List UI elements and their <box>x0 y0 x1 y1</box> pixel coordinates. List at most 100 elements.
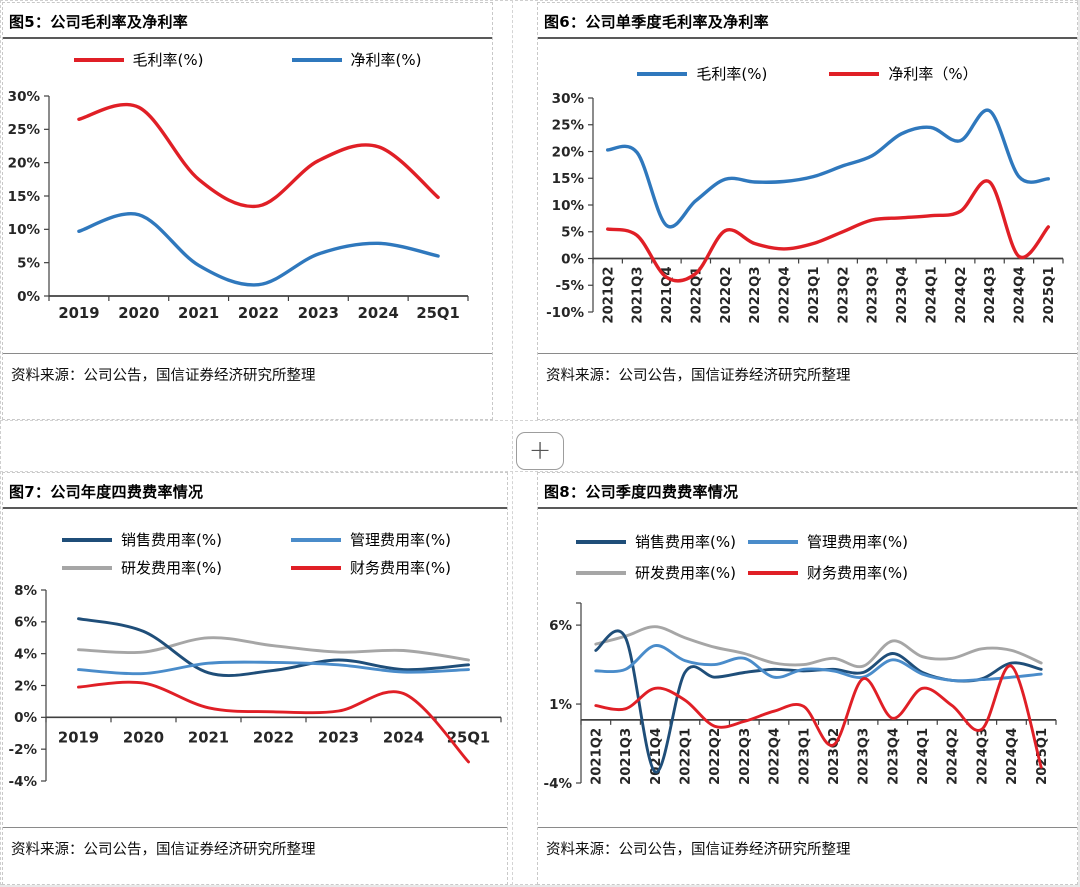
legend-label: 净利率(%) <box>350 51 422 69</box>
legend-label: 研发费用率(%) <box>121 559 222 577</box>
svg-text:2021Q4: 2021Q4 <box>649 728 664 785</box>
source-note: 资料来源：公司公告，国信证券经济研究所整理 <box>538 353 1077 385</box>
legend-label: 管理费用率(%) <box>807 533 908 551</box>
series-财务费用率(%) <box>594 664 1043 769</box>
svg-text:0%: 0% <box>14 710 37 726</box>
legend-item: 研发费用率(%) <box>576 562 748 583</box>
legend-line-swatch <box>62 565 112 570</box>
source-note: 资料来源：公司公告，国信证券经济研究所整理 <box>3 353 492 385</box>
title-rule <box>3 507 507 509</box>
legend-item: 管理费用率(%) <box>291 529 451 550</box>
svg-text:6%: 6% <box>14 615 37 631</box>
svg-text:2023Q4: 2023Q4 <box>886 728 901 785</box>
series-销售费用率(%) <box>77 617 470 677</box>
svg-text:2023: 2023 <box>298 305 339 322</box>
chart-legend: 销售费用率(%) 管理费用率(%) 研发费用率(%) 财务费用率(%) <box>576 531 908 583</box>
svg-text:2025Q1: 2025Q1 <box>1042 267 1057 324</box>
legend-item: 研发费用率(%) <box>62 557 291 578</box>
svg-text:6%: 6% <box>549 618 572 634</box>
svg-text:5%: 5% <box>17 255 40 271</box>
legend-item: 毛利率(%) <box>637 63 767 84</box>
legend-item: 管理费用率(%) <box>748 531 908 552</box>
source-note: 资料来源：公司公告，国信证券经济研究所整理 <box>538 827 1077 859</box>
svg-text:2021: 2021 <box>178 305 219 322</box>
chart-legend: 销售费用率(%) 管理费用率(%) 研发费用率(%) 财务费用率(%) <box>62 529 451 578</box>
svg-text:-10%: -10% <box>546 305 584 321</box>
legend-line-swatch <box>748 539 798 544</box>
legend-label: 毛利率(%) <box>132 51 204 69</box>
legend-line-swatch <box>291 57 342 62</box>
svg-text:2022Q2: 2022Q2 <box>719 267 734 324</box>
legend-line-swatch <box>829 71 880 76</box>
panel-title: 图8：公司季度四费费率情况 <box>544 483 739 501</box>
legend-line-swatch <box>748 570 798 575</box>
svg-text:2022: 2022 <box>253 729 294 746</box>
svg-text:2022Q3: 2022Q3 <box>738 728 753 785</box>
svg-text:2024Q3: 2024Q3 <box>975 728 990 785</box>
legend-item: 净利率（%） <box>829 63 978 84</box>
source-text: 资料来源：公司公告，国信证券经济研究所整理 <box>546 842 851 858</box>
svg-text:2022Q1: 2022Q1 <box>689 267 704 324</box>
svg-text:15%: 15% <box>8 189 41 205</box>
svg-text:20%: 20% <box>552 144 585 160</box>
series-毛利率(%) <box>77 102 440 209</box>
svg-text:2021Q2: 2021Q2 <box>589 728 604 785</box>
svg-text:-2%: -2% <box>8 742 37 758</box>
svg-text:2022Q4: 2022Q4 <box>778 267 793 324</box>
svg-text:2024Q3: 2024Q3 <box>983 267 998 324</box>
svg-text:2022: 2022 <box>238 305 279 322</box>
svg-text:15%: 15% <box>552 171 585 187</box>
svg-text:25%: 25% <box>8 122 41 138</box>
legend-item: 销售费用率(%) <box>62 529 291 550</box>
svg-text:25Q1: 25Q1 <box>447 729 490 746</box>
svg-text:2023Q1: 2023Q1 <box>797 728 812 785</box>
legend-item: 净利率(%) <box>291 49 422 70</box>
svg-text:30%: 30% <box>552 91 585 107</box>
expand-button[interactable]: + <box>516 432 564 470</box>
svg-text:2023Q2: 2023Q2 <box>836 267 851 324</box>
legend-label: 净利率（%） <box>888 65 978 83</box>
series-管理费用率(%) <box>594 644 1043 683</box>
svg-text:10%: 10% <box>8 222 41 238</box>
source-note: 资料来源：公司公告，国信证券经济研究所整理 <box>3 827 507 859</box>
svg-text:8%: 8% <box>14 583 37 599</box>
svg-text:2019: 2019 <box>58 729 99 746</box>
source-text: 资料来源：公司公告，国信证券经济研究所整理 <box>11 842 316 858</box>
svg-text:-4%: -4% <box>8 774 37 790</box>
series-研发费用率(%) <box>77 636 470 662</box>
svg-text:2020: 2020 <box>118 305 159 322</box>
panel-title: 图6：公司单季度毛利率及净利率 <box>544 13 769 31</box>
svg-text:0%: 0% <box>17 289 40 305</box>
svg-text:2021Q3: 2021Q3 <box>631 267 646 324</box>
legend-line-swatch <box>73 57 124 62</box>
svg-text:2024: 2024 <box>358 305 399 322</box>
svg-text:-5%: -5% <box>555 278 584 294</box>
grid-divider-horizontal-bottom <box>0 471 1078 472</box>
svg-text:0%: 0% <box>561 251 584 267</box>
title-rule <box>538 37 1077 39</box>
svg-text:2024Q4: 2024Q4 <box>1013 267 1028 324</box>
legend-label: 毛利率(%) <box>696 65 768 83</box>
legend-label: 研发费用率(%) <box>635 564 736 582</box>
figure-panel-fig6: 图6：公司单季度毛利率及净利率 毛利率(%) 净利率（%） -10% -5% 0% 5%… <box>537 2 1078 420</box>
legend-line-swatch <box>637 71 688 76</box>
svg-text:20%: 20% <box>8 155 41 171</box>
svg-text:2023Q3: 2023Q3 <box>857 728 872 785</box>
chart-legend: 毛利率(%) 净利率（%） <box>538 63 1077 84</box>
line-chart-expense-annual: -4% -2% 0% 2% 4% 6% 8% 2019 2020 2021 2022 2023 2024… <box>8 583 502 790</box>
figure-panel-fig7: 图7：公司年度四费费率情况 销售费用率(%) 管理费用率(%) 研发费用率(%) 财务… <box>2 472 508 885</box>
series-毛利率(%) <box>606 108 1050 229</box>
legend-item: 财务费用率(%) <box>748 562 908 583</box>
svg-text:1%: 1% <box>549 697 572 713</box>
svg-text:2022Q4: 2022Q4 <box>768 728 783 785</box>
line-chart-margins-annual: 0% 5% 10% 15% 20% 25% 30% 2019 2020 2021 2022 2023 2… <box>8 89 469 322</box>
legend-label: 财务费用率(%) <box>350 559 451 577</box>
line-chart-expense-quarterly: -4% 1% 6% 2021Q2 2021Q3 2021Q4 2022Q1 2022Q2 202… <box>543 602 1057 792</box>
legend-item: 毛利率(%) <box>73 49 204 70</box>
svg-text:2021Q3: 2021Q3 <box>619 728 634 785</box>
svg-text:2024Q4: 2024Q4 <box>1005 728 1020 785</box>
legend-label: 管理费用率(%) <box>350 531 451 549</box>
svg-text:2024Q1: 2024Q1 <box>916 728 931 785</box>
svg-text:25Q1: 25Q1 <box>416 305 459 322</box>
svg-text:2022Q3: 2022Q3 <box>748 267 763 324</box>
